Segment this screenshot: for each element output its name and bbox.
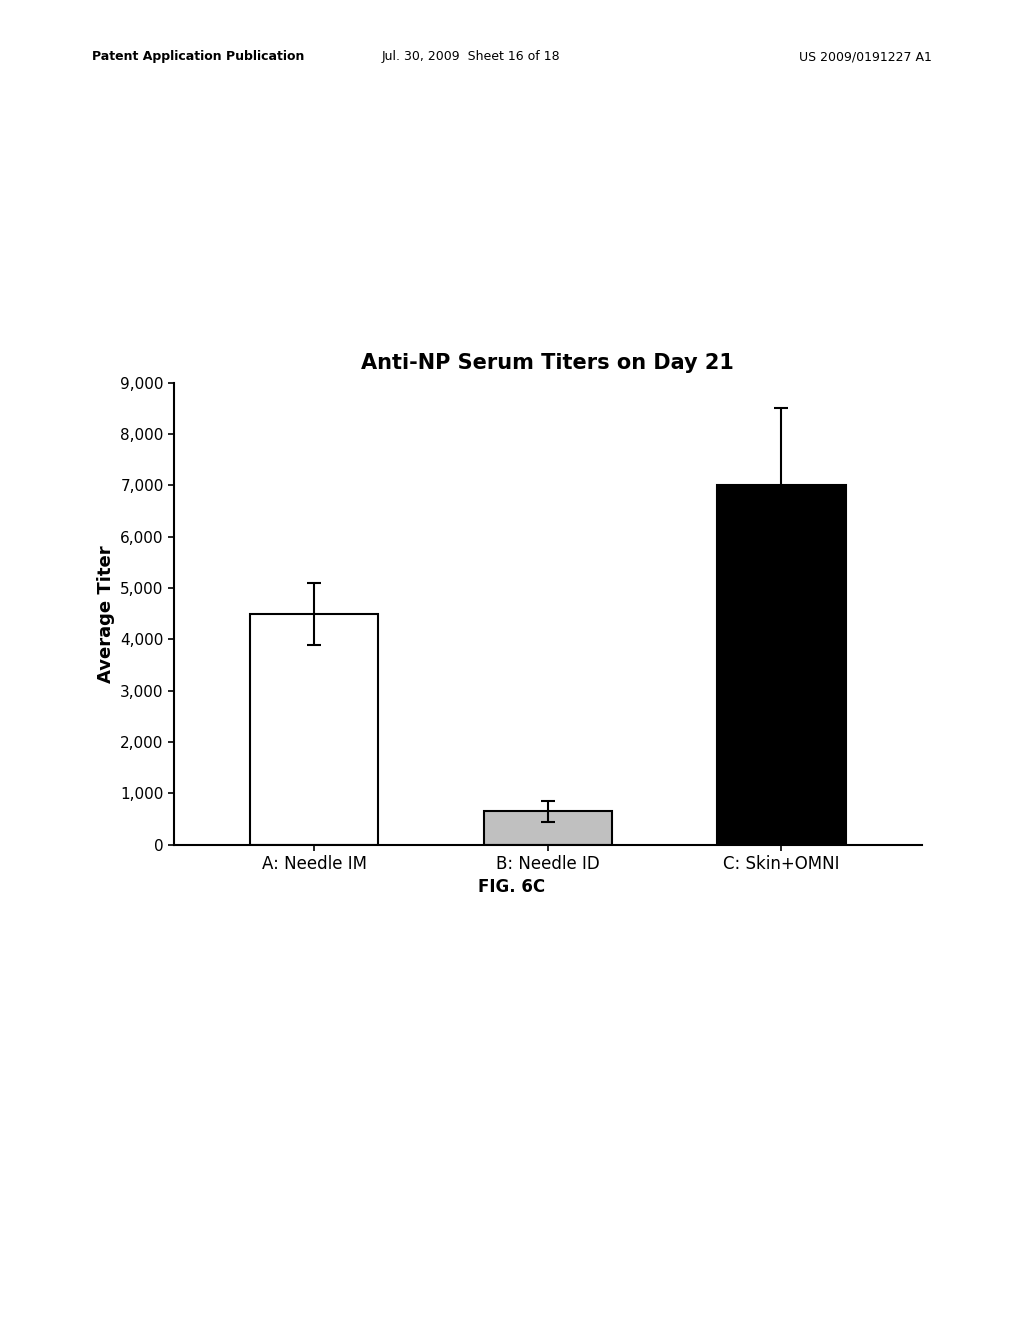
- Bar: [483, 812, 612, 845]
- Bar: [250, 614, 379, 845]
- Text: FIG. 6C: FIG. 6C: [478, 878, 546, 896]
- Title: Anti-NP Serum Titers on Day 21: Anti-NP Serum Titers on Day 21: [361, 352, 734, 374]
- Text: US 2009/0191227 A1: US 2009/0191227 A1: [799, 50, 932, 63]
- Text: Patent Application Publication: Patent Application Publication: [92, 50, 304, 63]
- Bar: [717, 486, 846, 845]
- Y-axis label: Average Titer: Average Titer: [96, 545, 115, 682]
- Text: Jul. 30, 2009  Sheet 16 of 18: Jul. 30, 2009 Sheet 16 of 18: [382, 50, 560, 63]
